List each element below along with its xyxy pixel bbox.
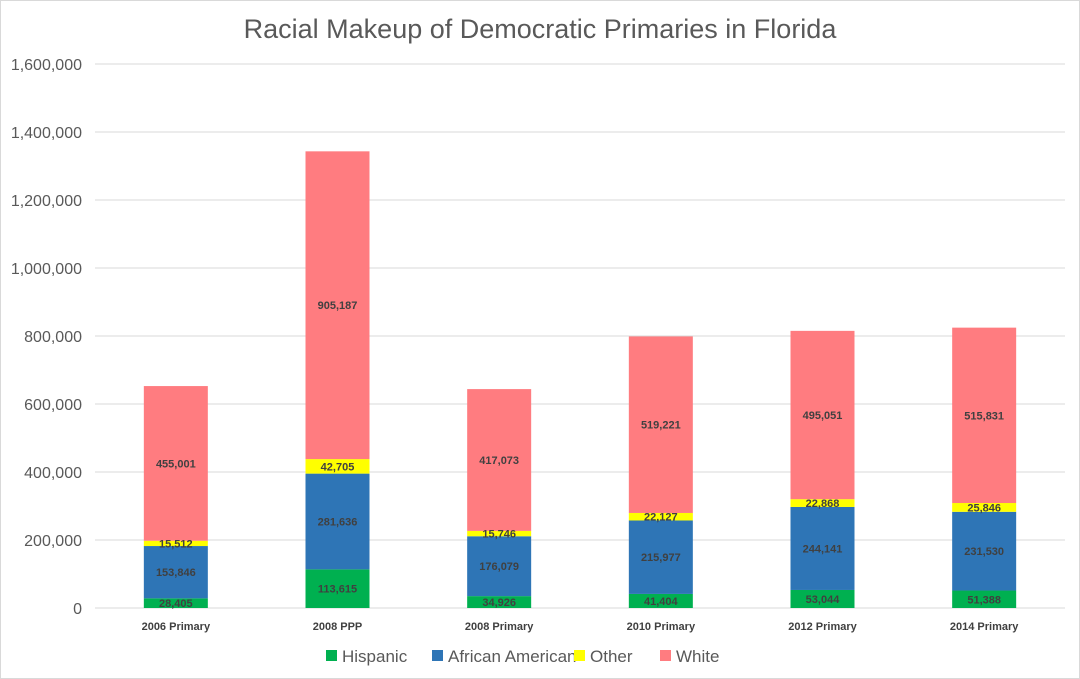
y-tick-label: 1,600,000: [11, 57, 82, 74]
bar-segment-african-american: [467, 536, 532, 597]
bar-segment-hispanic: [952, 590, 1017, 608]
data-label: 22,127: [644, 512, 678, 524]
bar-segment-african-american: [143, 546, 208, 599]
bar-segment-other: [467, 530, 532, 537]
bar-segment-white: [628, 336, 693, 513]
bar-segment-african-american: [790, 506, 855, 590]
bar-segment-hispanic: [305, 569, 370, 608]
y-tick-label: 200,000: [24, 533, 82, 550]
x-tick-label: 2012 Primary: [788, 621, 857, 633]
y-tick-label: 1,200,000: [11, 193, 82, 210]
legend-swatch: [660, 650, 671, 661]
chart-title: Racial Makeup of Democratic Primaries in…: [244, 14, 838, 44]
data-label: 53,044: [806, 594, 841, 606]
data-label: 455,001: [156, 458, 196, 470]
legend-swatch: [574, 650, 585, 661]
legend-label: Other: [590, 647, 633, 666]
data-label: 231,530: [964, 546, 1004, 558]
data-label: 417,073: [479, 455, 519, 467]
data-label: 519,221: [641, 420, 681, 432]
x-tick-label: 2008 PPP: [313, 621, 363, 633]
data-label: 905,187: [318, 300, 358, 312]
data-label: 51,388: [967, 594, 1001, 606]
bar-segment-other: [628, 512, 693, 521]
data-label: 153,846: [156, 567, 196, 579]
data-label: 42,705: [321, 461, 355, 473]
data-label: 15,512: [159, 538, 193, 550]
data-label: 22,868: [806, 498, 840, 510]
data-label: 515,831: [964, 410, 1004, 422]
legend-swatch: [326, 650, 337, 661]
bar-segment-other: [143, 540, 208, 547]
legend-label: Hispanic: [342, 647, 408, 666]
data-label: 41,404: [644, 596, 679, 608]
bar-segment-african-american: [305, 473, 370, 570]
legend-swatch: [432, 650, 443, 661]
y-tick-label: 400,000: [24, 465, 82, 482]
legend-label: African American: [448, 647, 577, 666]
bar-segment-african-american: [628, 520, 693, 594]
bar-segment-hispanic: [143, 598, 208, 608]
legend-label: White: [676, 647, 719, 666]
bar-segment-white: [952, 327, 1017, 504]
y-tick-label: 800,000: [24, 329, 82, 346]
data-label: 15,746: [482, 529, 516, 541]
data-label: 113,615: [318, 584, 357, 596]
data-label: 215,977: [641, 552, 681, 564]
data-label: 25,846: [967, 502, 1001, 514]
data-label: 34,926: [482, 597, 516, 609]
x-tick-label: 2010 Primary: [627, 621, 696, 633]
y-tick-label: 1,000,000: [11, 261, 82, 278]
y-tick-label: 600,000: [24, 397, 82, 414]
x-tick-label: 2006 Primary: [142, 621, 211, 633]
data-label: 281,636: [318, 516, 358, 528]
x-tick-label: 2014 Primary: [950, 621, 1019, 633]
bar-segment-other: [305, 459, 370, 474]
data-label: 244,141: [803, 543, 843, 555]
bar-segment-hispanic: [628, 593, 693, 608]
bar-segment-other: [790, 499, 855, 507]
data-label: 28,405: [159, 598, 193, 610]
bar-segment-white: [467, 389, 532, 531]
bar-segment-african-american: [952, 511, 1017, 591]
y-tick-label: 1,400,000: [11, 125, 82, 142]
data-label: 495,051: [803, 410, 843, 422]
bar-segment-hispanic: [790, 589, 855, 608]
bar-segment-white: [143, 386, 208, 541]
bar-segment-white: [790, 330, 855, 500]
bar-segment-white: [305, 151, 370, 460]
y-tick-label: 0: [73, 601, 82, 618]
bar-segment-other: [952, 503, 1017, 512]
x-tick-label: 2008 Primary: [465, 621, 534, 633]
data-label: 176,079: [479, 561, 519, 573]
bar-segment-hispanic: [467, 596, 532, 608]
